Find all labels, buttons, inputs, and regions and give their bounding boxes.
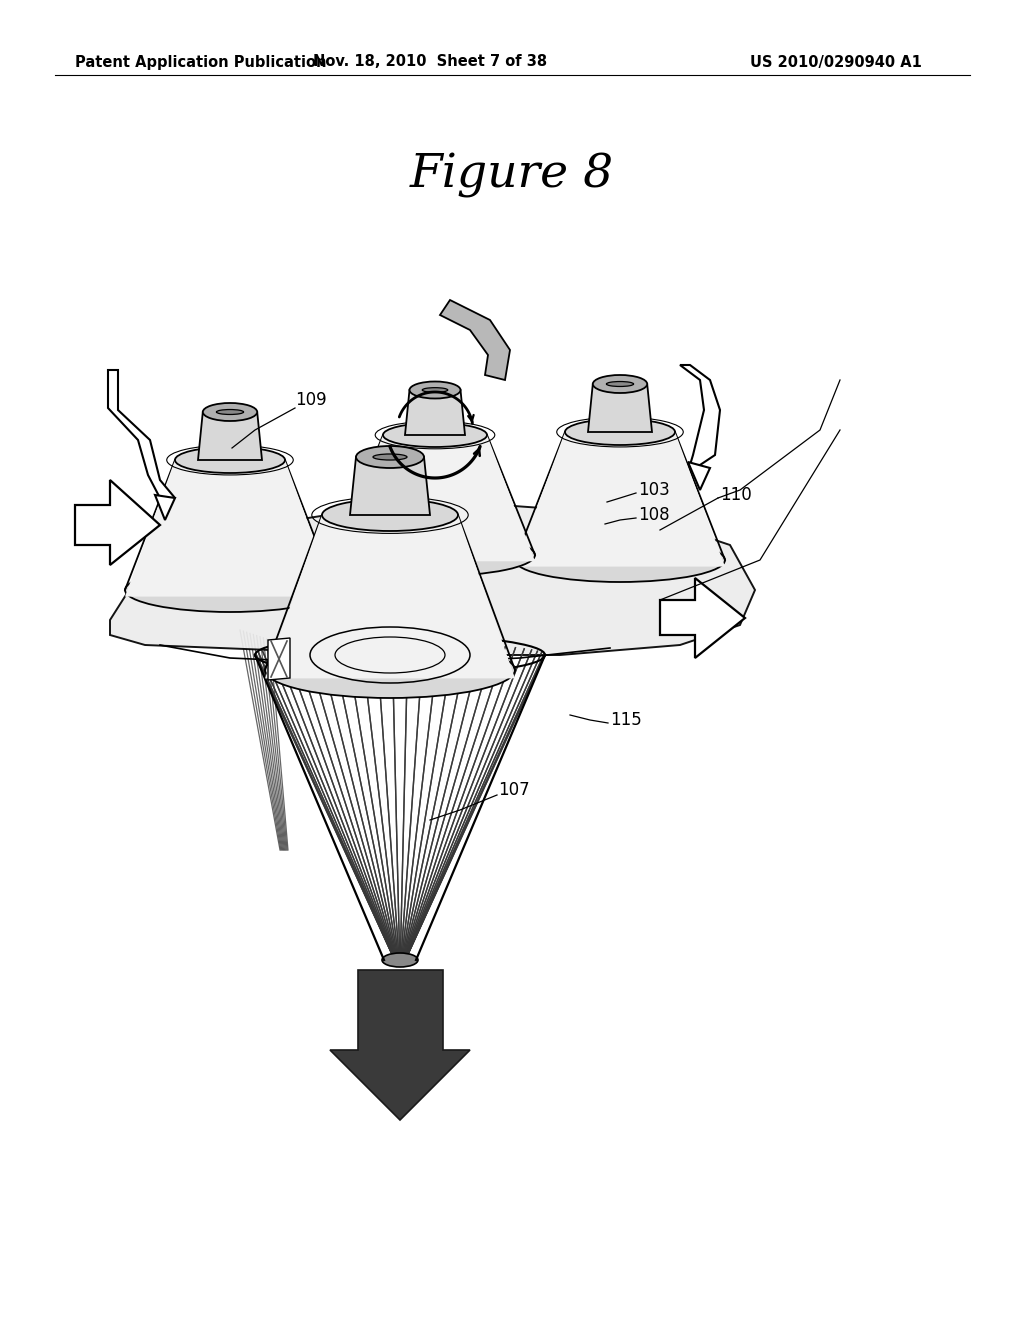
Ellipse shape bbox=[565, 418, 675, 445]
Text: 115: 115 bbox=[610, 711, 642, 729]
Polygon shape bbox=[440, 300, 510, 380]
Polygon shape bbox=[110, 506, 755, 655]
Polygon shape bbox=[268, 638, 290, 680]
Ellipse shape bbox=[216, 409, 244, 414]
Polygon shape bbox=[108, 370, 175, 498]
Ellipse shape bbox=[322, 499, 458, 531]
Polygon shape bbox=[330, 970, 470, 1119]
Ellipse shape bbox=[606, 381, 634, 387]
Text: US 2010/0290940 A1: US 2010/0290940 A1 bbox=[750, 54, 922, 70]
Ellipse shape bbox=[335, 535, 535, 576]
Ellipse shape bbox=[515, 539, 725, 582]
Polygon shape bbox=[335, 436, 535, 561]
Polygon shape bbox=[198, 412, 262, 459]
Ellipse shape bbox=[593, 375, 647, 393]
Polygon shape bbox=[660, 578, 745, 657]
Text: 107: 107 bbox=[498, 781, 529, 799]
Polygon shape bbox=[406, 389, 465, 436]
Polygon shape bbox=[588, 384, 652, 432]
Polygon shape bbox=[515, 432, 725, 566]
Ellipse shape bbox=[125, 568, 335, 612]
Ellipse shape bbox=[203, 403, 257, 421]
Text: 103: 103 bbox=[638, 480, 670, 499]
Text: 108: 108 bbox=[638, 506, 670, 524]
Ellipse shape bbox=[265, 642, 515, 698]
Polygon shape bbox=[350, 457, 430, 515]
Text: 109: 109 bbox=[295, 391, 327, 409]
Ellipse shape bbox=[422, 388, 447, 392]
Ellipse shape bbox=[356, 446, 424, 469]
Polygon shape bbox=[125, 459, 335, 597]
Ellipse shape bbox=[373, 454, 407, 461]
Text: 110: 110 bbox=[720, 486, 752, 504]
Text: Patent Application Publication: Patent Application Publication bbox=[75, 54, 327, 70]
Text: Nov. 18, 2010  Sheet 7 of 38: Nov. 18, 2010 Sheet 7 of 38 bbox=[313, 54, 547, 70]
Polygon shape bbox=[688, 462, 710, 490]
Polygon shape bbox=[680, 366, 720, 465]
Text: Figure 8: Figure 8 bbox=[410, 152, 614, 198]
Ellipse shape bbox=[175, 447, 285, 473]
Ellipse shape bbox=[410, 381, 461, 399]
Polygon shape bbox=[265, 515, 515, 678]
Polygon shape bbox=[75, 480, 160, 565]
Polygon shape bbox=[155, 495, 175, 520]
Ellipse shape bbox=[383, 422, 487, 447]
Ellipse shape bbox=[382, 953, 418, 968]
